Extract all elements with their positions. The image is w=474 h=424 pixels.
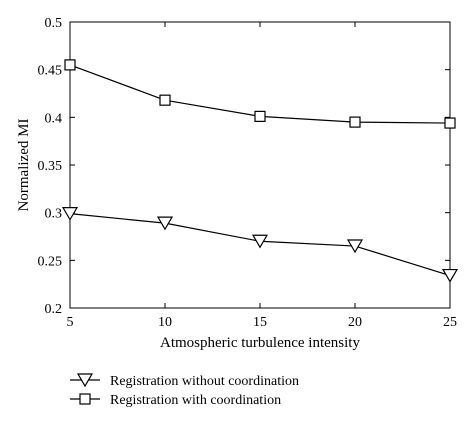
data-point-with-coordination — [254, 110, 266, 122]
plot-frame — [69, 21, 451, 309]
legend: Registration without coordination Registr… — [70, 373, 299, 408]
x-tick-label: 5 — [67, 315, 74, 330]
y-tick-label: 0.5 — [45, 16, 63, 31]
x-tick-label: 10 — [158, 315, 172, 330]
y-tick-label: 0.45 — [38, 64, 63, 79]
axis-ticks: 5 10 15 20 25 0.2 0.25 0.3 0.35 0.4 0.45 0.5 — [38, 16, 458, 330]
x-tick-label: 25 — [443, 315, 457, 330]
y-tick-label: 0.35 — [38, 159, 63, 174]
legend-triangle-marker — [76, 373, 94, 388]
data-point-without-coordination — [251, 234, 269, 249]
legend-square-marker — [79, 393, 91, 405]
data-point-without-coordination — [156, 216, 174, 231]
x-tick-label: 15 — [253, 315, 267, 330]
y-tick-label: 0.2 — [45, 302, 63, 317]
x-tick-label: 20 — [348, 315, 362, 330]
legend-label: Registration with coordination — [110, 393, 281, 408]
data-point-with-coordination — [159, 94, 171, 106]
data-point-with-coordination — [444, 117, 456, 129]
y-tick-label: 0.3 — [45, 207, 63, 222]
y-axis-label: Normalized MI — [16, 119, 32, 212]
data-point-with-coordination — [349, 116, 361, 128]
x-axis-label: Atmospheric turbulence intensity — [160, 335, 360, 351]
legend-label: Registration without coordination — [110, 374, 299, 389]
y-tick-label: 0.4 — [45, 111, 63, 126]
data-point-with-coordination — [64, 59, 76, 71]
y-tick-label: 0.25 — [38, 254, 63, 269]
data-point-without-coordination — [61, 207, 79, 221]
data-point-without-coordination — [346, 239, 364, 254]
data-point-without-coordination — [441, 268, 459, 283]
series-markers — [61, 59, 459, 283]
